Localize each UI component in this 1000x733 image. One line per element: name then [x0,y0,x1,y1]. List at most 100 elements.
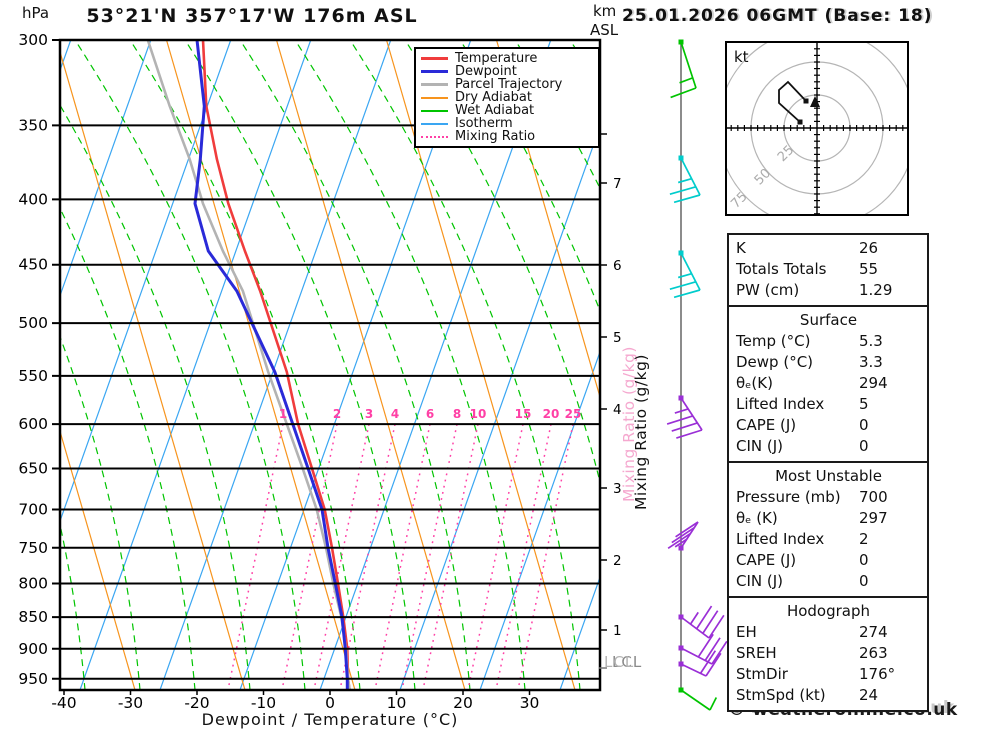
curve-temperature [201,40,351,690]
wind-barb-column [666,39,728,711]
hodograph-frame [725,41,909,216]
svg-text:4: 4 [391,407,399,421]
table-row-label: CIN (J) [736,437,784,455]
svg-text:-40: -40 [51,694,76,712]
indices-table-most-unstable: Most Unstable Pressure (mb) 700 θₑ (K) 297 Li… [727,461,929,598]
svg-text:400: 400 [18,190,48,208]
table-row-label: Dewp (°C) [736,353,814,371]
table-row-value: 0 [859,416,869,434]
hodograph-ring-label: 25 [775,143,797,165]
legend-item: Dry Adiabat [421,91,596,104]
table-row-value: 176° [859,665,896,683]
indices-table-main: K 26 Totals Totals 55 PW (cm) 1.29 [727,233,929,307]
svg-text:550: 550 [18,367,48,385]
altitude-axis-unit-km: km [593,2,617,20]
table-row: K 26 [736,238,921,259]
legend-item: Temperature [421,52,596,65]
mixing-ratio-labels: 1 2 3 4 6 8 10 15 20 25 [279,407,582,421]
table-row: CIN (J) 0 [736,571,921,592]
wind-barb [678,687,718,711]
svg-text:-30: -30 [118,694,143,712]
temperature-tick-labels: -40 -30 -20 -10 0 10 20 30 [51,690,539,712]
svg-text:1: 1 [279,407,287,421]
table-row-value: 263 [859,644,888,662]
legend-label: Isotherm [455,116,513,131]
page-title: 53°21'N 357°17'W 176m ASL [86,5,418,27]
table-row-label: SREH [736,644,777,662]
legend-item: Wet Adiabat [421,104,596,117]
sounding-curves [146,40,351,690]
storm-motion-arrow [810,96,820,107]
table-row: Temp (°C) 5.3 [736,331,921,352]
lcl-marker-label-shadow: LCL [604,653,635,671]
table-row: StmDir 176° [736,664,921,685]
svg-text:500: 500 [18,314,48,332]
svg-text:600: 600 [18,415,48,433]
table-row-value: 1.29 [859,281,893,299]
svg-text:25: 25 [565,407,582,421]
legend-label: Temperature [455,51,538,66]
indices-tables: K 26 Totals Totals 55 PW (cm) 1.29 Surface Temp… [727,233,929,712]
x-axis-title: Dewpoint / Temperature (°C) [201,710,459,729]
table-row-label: Totals Totals [736,260,827,278]
legend-swatch-dewpoint [421,70,448,73]
table-title: Surface [799,311,858,329]
table-row: Totals Totals 55 [736,259,921,280]
legend-swatch-temperature [421,57,448,60]
table-row: CIN (J) 0 [736,436,921,457]
mixing-ratio-axis-label: Mixing Ratio (g/kg) [632,354,650,510]
table-row: θₑ (K) 297 [736,508,921,529]
legend-swatch-isotherm [421,122,448,125]
table-row-label: K [736,239,746,257]
table-row-label: StmDir [736,665,788,683]
svg-text:3: 3 [365,407,373,421]
svg-text:850: 850 [18,608,48,626]
table-row-value: 700 [859,488,888,506]
wind-barb [666,395,703,439]
table-row-value: 0 [859,572,869,590]
legend-label: Mixing Ratio [455,129,536,144]
table-row: Lifted Index 2 [736,529,921,550]
svg-text:4: 4 [613,402,622,418]
table-row: PW (cm) 1.29 [736,280,921,301]
indices-table-surface: Surface Temp (°C) 5.3 Dewp (°C) 3.3 θₑ(K) 294 L… [727,305,929,463]
table-row-value: 294 [859,374,888,392]
svg-text:10: 10 [470,407,487,421]
legend-item: Dewpoint [421,65,596,78]
svg-text:20: 20 [453,694,473,712]
table-row-label: θₑ (K) [736,509,778,527]
table-row-label: PW (cm) [736,281,800,299]
table-row-value: 5 [859,395,869,413]
svg-text:15: 15 [515,407,532,421]
table-row: StmSpd (kt) 24 [736,685,921,706]
svg-text:350: 350 [18,116,48,134]
pressure-axis-unit: hPa [22,4,50,22]
table-row: CAPE (J) 0 [736,550,921,571]
legend-swatch-dry-adiabat [421,96,448,99]
svg-text:10: 10 [387,694,407,712]
table-row-label: StmSpd (kt) [736,686,826,704]
table-row-label: θₑ(K) [736,374,773,392]
svg-text:700: 700 [18,501,48,519]
svg-text:5: 5 [613,330,622,346]
legend-item: Parcel Trajectory [421,78,596,91]
legend-item: Mixing Ratio [421,130,596,143]
table-row: SREH 263 [736,643,921,664]
table-row-label: EH [736,623,757,641]
lcl-marker-label: LCL [612,653,643,671]
table-row-label: CAPE (J) [736,551,797,569]
altitude-axis-unit-asl: ASL [590,21,619,39]
svg-text:750: 750 [18,539,48,557]
legend-label: Wet Adiabat [455,103,535,118]
table-row-value: 0 [859,551,869,569]
svg-text:-20: -20 [184,694,209,712]
svg-text:6: 6 [426,407,434,421]
table-row-value: 55 [859,260,879,278]
table-title: Most Unstable [775,467,882,485]
svg-text:800: 800 [18,575,48,593]
table-row-value: 3.3 [859,353,883,371]
hodograph-ring-label: 50 [752,166,774,188]
